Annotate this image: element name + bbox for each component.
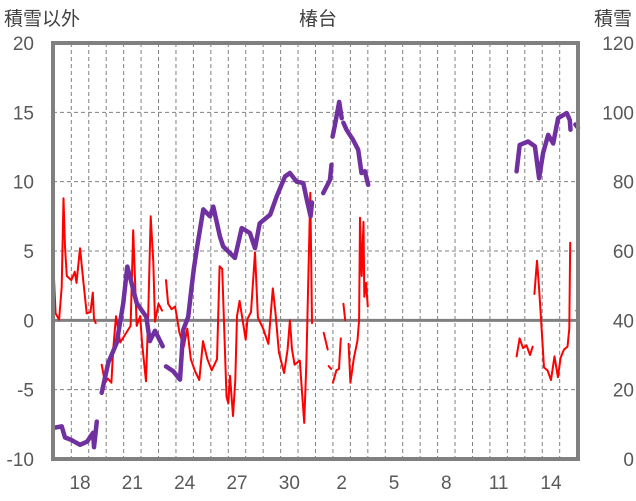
left-tick-label: 20 <box>13 34 34 55</box>
other-line-segment <box>533 241 572 381</box>
right-tick-label: 120 <box>602 34 634 55</box>
snow-depth-line-segment <box>99 264 165 396</box>
right-tick-label: 0 <box>623 450 634 471</box>
other-line-segment <box>165 191 313 424</box>
other-line-segment <box>100 215 163 384</box>
x-tick-label: 5 <box>389 473 400 494</box>
snow-depth-line-segment <box>163 170 315 382</box>
right-tick-label: 20 <box>613 381 634 402</box>
right-tick-label: 80 <box>613 173 634 194</box>
right-tick-label: 40 <box>613 311 634 332</box>
x-tick-label: 27 <box>226 473 247 494</box>
left-tick-label: -10 <box>7 450 34 471</box>
x-tick-label: 11 <box>489 473 509 494</box>
chart-title: 椿台 <box>299 8 337 30</box>
other-line-segment <box>327 365 333 370</box>
x-tick-label: 8 <box>441 473 452 494</box>
x-tick-label: 2 <box>336 473 347 494</box>
left-tick-label: 10 <box>13 173 34 194</box>
right-tick-label: 100 <box>602 103 634 124</box>
other-line-segment <box>322 331 329 351</box>
snow-depth-series <box>51 99 581 450</box>
other-line-segment <box>347 216 369 384</box>
snow-depth-line-segment <box>51 419 100 450</box>
left-axis-label: 積雪以外 <box>4 8 80 30</box>
other-series <box>52 191 580 424</box>
left-tick-label: 0 <box>23 311 34 332</box>
snow-depth-line-segment <box>341 120 371 188</box>
other-line-segment <box>331 337 342 384</box>
x-tick-label: 24 <box>174 473 196 494</box>
left-tick-label: 15 <box>13 103 34 124</box>
snow-depth-line-segment <box>330 99 344 139</box>
other-line-segment <box>515 337 534 358</box>
plot-frame <box>51 41 580 461</box>
tick-labels: -10 -5 0 5 10 15 20 0 20 40 60 80 100 120 18 21 24 27 30 2 5… <box>7 34 634 494</box>
snow-depth-line-segment <box>514 110 573 181</box>
series-layer <box>51 99 581 450</box>
x-tick-label: 14 <box>540 473 562 494</box>
left-tick-label: -5 <box>17 381 34 402</box>
other-line-segment <box>52 197 97 325</box>
snow-depth-line-segment <box>320 162 334 196</box>
x-tick-label: 21 <box>122 473 143 494</box>
right-tick-label: 60 <box>613 242 634 263</box>
right-axis-label: 積雪 <box>594 8 632 30</box>
left-tick-label: 5 <box>23 242 34 263</box>
other-line-segment <box>342 302 347 322</box>
x-tick-label: 18 <box>69 473 90 494</box>
x-tick-label: 30 <box>279 473 300 494</box>
